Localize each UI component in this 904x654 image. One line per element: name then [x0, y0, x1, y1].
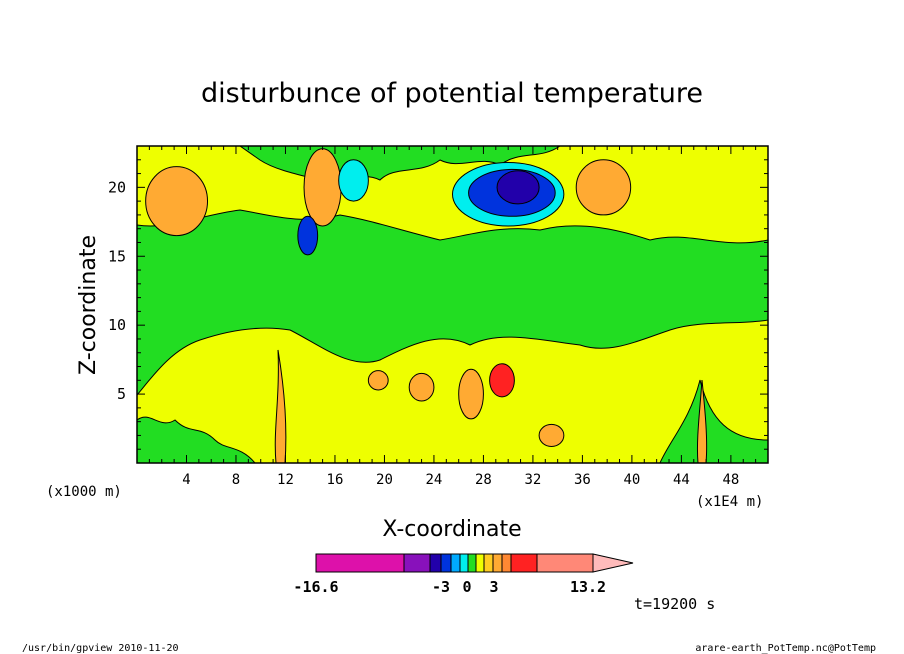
colorbar-segment-7 — [475, 553, 485, 573]
footer-left: /usr/bin/gpview 2010-11-20 — [22, 643, 179, 654]
x-tick-label-44: 44 — [673, 472, 690, 488]
blob-layer — [145, 148, 632, 447]
colorbar-label-1: -3 — [432, 578, 450, 596]
colorbar-segment-6 — [467, 553, 477, 573]
colorbar-segment-11 — [510, 553, 538, 573]
x-axis-label: X-coordinate — [382, 517, 521, 542]
x-unit-label: (x1000 m) — [46, 484, 122, 500]
contour-blob-12 — [408, 372, 435, 402]
colorbar-segment-3 — [440, 553, 452, 573]
x-tick-label-20: 20 — [376, 472, 393, 488]
y-tick-label-5: 5 — [117, 385, 126, 403]
plot-frame — [136, 145, 769, 464]
x-tick-label-36: 36 — [574, 472, 591, 488]
x-tick-label-12: 12 — [277, 472, 294, 488]
colorbar-segment-4 — [450, 553, 461, 573]
green-lower — [137, 416, 256, 463]
colorbar-label-3: 3 — [489, 578, 498, 596]
x-tick-label-8: 8 — [232, 472, 240, 488]
contour-blob-9 — [458, 368, 484, 420]
y-axis-label: Z-coordinate — [76, 235, 101, 375]
y-tick-label-10: 10 — [108, 316, 126, 334]
colorbar-label-4: 13.2 — [570, 578, 606, 596]
chart-title: disturbunce of potential temperature — [201, 78, 703, 109]
column-feature-46 — [696, 379, 708, 463]
footer-right: arare-earth_PotTemp.nc@PotTemp — [695, 643, 876, 654]
contour-blob-5 — [496, 170, 540, 205]
x-tick-label-40: 40 — [623, 472, 640, 488]
column-feature-12 — [274, 349, 287, 463]
colorbar-segment-8 — [483, 553, 494, 573]
colorbar-segment-1 — [403, 553, 431, 573]
x-unit-right-label: (x1E4 m) — [696, 494, 763, 510]
time-label: t=19200 s — [634, 595, 715, 613]
x-tick-label-16: 16 — [327, 472, 344, 488]
contour-blob-1 — [303, 148, 342, 227]
contour-blob-6 — [575, 159, 632, 216]
x-tick-label-32: 32 — [524, 472, 541, 488]
x-axis: 4 8 12 16 20 24 28 32 36 40 44 48 — [148, 146, 757, 488]
colorbar-segment-2 — [429, 553, 442, 573]
colorbar-label-2: 0 — [462, 578, 471, 596]
x-tick-label-48: 48 — [722, 472, 739, 488]
green-band — [137, 209, 768, 396]
colorbar-segment-12 — [536, 553, 594, 573]
colorbar-segment-5 — [459, 553, 469, 573]
y-tick-label-20: 20 — [108, 178, 126, 196]
plot-area — [137, 146, 768, 463]
colorbar-segment-10 — [501, 553, 512, 573]
colorbar-label-0: -16.6 — [293, 578, 338, 596]
x-tick-label-28: 28 — [475, 472, 492, 488]
colorbar — [315, 553, 634, 573]
y-tick-label-15: 15 — [108, 247, 126, 265]
x-tick-label-4: 4 — [182, 472, 190, 488]
colorbar-labels: -16.6 -3 0 3 13.2 — [293, 578, 606, 596]
contour-blob-0 — [145, 166, 209, 237]
contour-blob-8 — [367, 370, 389, 391]
colorbar-segment-9 — [492, 553, 503, 573]
contour-blob-7 — [338, 159, 369, 202]
x-tick-label-24: 24 — [426, 472, 443, 488]
contour-blob-11 — [538, 423, 565, 447]
colorbar-arrow — [592, 553, 634, 573]
colorbar-segment-0 — [315, 553, 405, 573]
y-axis: 5 10 15 20 — [108, 159, 768, 450]
contour-blob-10 — [489, 363, 515, 398]
contour-blob-2 — [297, 215, 319, 256]
